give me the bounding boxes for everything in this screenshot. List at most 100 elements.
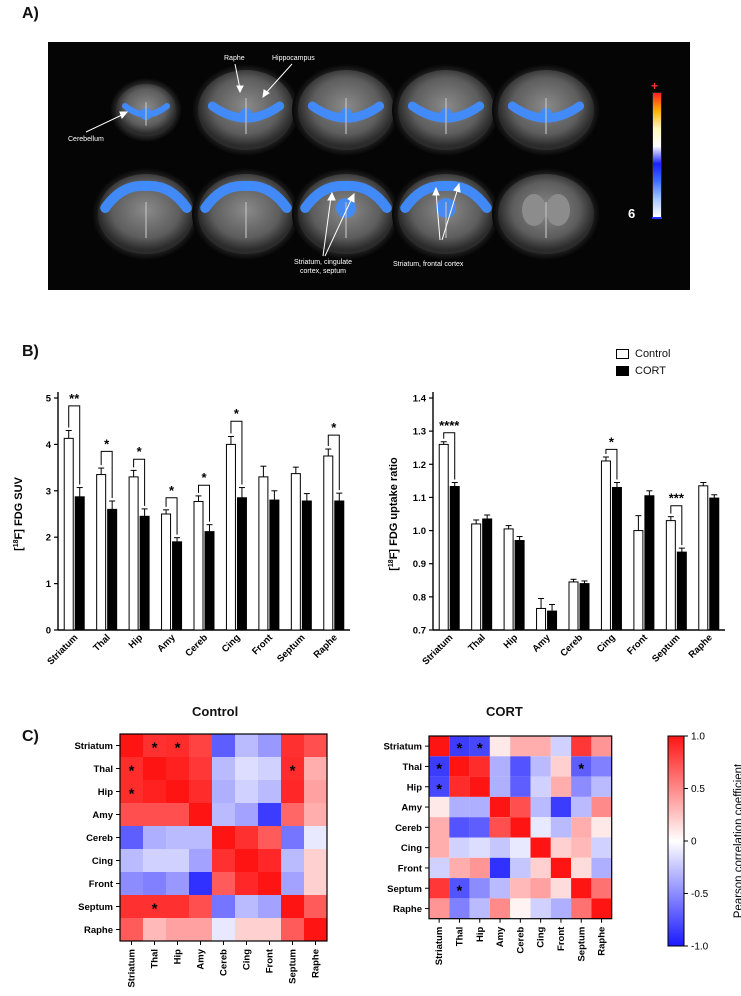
heatmap-cell	[212, 849, 235, 872]
col-label: Front	[556, 926, 567, 951]
y-tick-label: 0.9	[413, 559, 426, 570]
annotation-arrows	[85, 63, 461, 257]
heatmap-cell	[449, 857, 470, 879]
heatmap-cell	[258, 803, 281, 826]
heatmap-cell	[550, 817, 572, 838]
heatmap-cell	[235, 918, 258, 941]
heatmap-cell	[304, 734, 327, 757]
heatmap-cell	[449, 817, 470, 838]
heatmap-cell	[212, 780, 235, 803]
heatmap-cell	[212, 872, 235, 895]
heatmap-cell	[510, 878, 531, 899]
significance-bracket	[605, 448, 618, 480]
colorbar-gradient	[667, 735, 685, 947]
heatmap-cell	[469, 857, 490, 879]
heatmap-cell	[571, 776, 592, 797]
heatmap-cell	[429, 837, 450, 858]
y-tick-label: 1.2	[413, 460, 426, 471]
heatmap-cell	[571, 796, 592, 818]
heatmap-cell	[235, 780, 258, 803]
col-label: Raphe	[597, 927, 608, 956]
bar-cort	[172, 541, 183, 631]
significance-label: *	[169, 483, 175, 498]
col-label: Amy	[495, 926, 506, 947]
heatmap-cell	[429, 898, 450, 919]
bar-control	[161, 513, 172, 631]
bar-cort	[269, 499, 280, 631]
heatmap-cell	[510, 736, 531, 757]
x-tick-label: Cereb	[183, 632, 210, 659]
x-tick-label: Hip	[127, 632, 146, 651]
heatmap-cell	[489, 837, 511, 858]
heatmap-cell	[591, 837, 612, 858]
y-tick-label: 0.8	[413, 592, 426, 603]
row-label: Thal	[93, 764, 113, 775]
heatmap-cell	[591, 878, 612, 899]
col-label: Striatum	[127, 949, 138, 988]
heatmap-cell	[510, 857, 531, 879]
bar-control	[471, 523, 482, 631]
heatmap-cell	[189, 895, 212, 918]
row-label: Cereb	[86, 833, 113, 844]
significance-label: *	[234, 406, 240, 421]
heatmap-cell	[281, 849, 304, 872]
heatmap-cell	[166, 918, 189, 941]
row-label: Striatum	[383, 742, 422, 753]
heatmap-cell	[212, 757, 235, 780]
row-label: Hip	[98, 787, 114, 798]
legend-control-label: Control	[635, 348, 671, 360]
heatmap-control: Striatum Striatum Thal Thal Hip Hip Amy Amy Cere…	[74, 733, 328, 988]
bar-cort	[709, 497, 720, 631]
heatmap-cell	[258, 872, 281, 895]
y-tick-label: 2	[46, 533, 51, 544]
uptake-ratio-bar-chart: 0.7 0.8 0.9 1.0 1.1 1.2 1.3 1.4 [18F] FDG uptake…	[388, 392, 725, 667]
heatmap-cell	[120, 826, 143, 849]
bar-cort	[547, 610, 558, 631]
x-tick-label: Raphe	[687, 632, 715, 660]
heatmap-cell	[449, 878, 470, 899]
annotation-striatum-cingulate-septum: Striatum, cingulate cortex, septum	[294, 259, 352, 275]
heatmap-cell	[166, 826, 189, 849]
heatmap-cell	[304, 918, 327, 941]
heatmap-cell	[235, 849, 258, 872]
bar-cort	[449, 485, 460, 631]
heatmap-cell	[449, 796, 470, 818]
significance-star: *	[457, 882, 463, 899]
heatmap-cell	[429, 756, 450, 777]
significance-bracket	[100, 450, 113, 499]
y-axis-label: [18F] FDG uptake ratio	[388, 457, 400, 571]
row-label: Front	[89, 879, 114, 890]
heatmap-cell	[591, 796, 612, 818]
heatmap-cell	[510, 898, 531, 919]
annotation-striatum-frontal: Striatum, frontal cortex	[393, 261, 464, 268]
heatmap-cell	[489, 756, 511, 777]
significance-star: *	[290, 763, 296, 780]
bar-cort	[107, 508, 118, 631]
heatmap-cell	[571, 756, 592, 777]
heatmap-cell	[510, 817, 531, 838]
heatmap-cell	[120, 918, 143, 941]
brain-slice	[110, 78, 182, 142]
legend-control: Control	[616, 348, 670, 360]
bar-cort	[236, 497, 247, 631]
heatmap-cell	[212, 826, 235, 849]
significance-star: *	[578, 760, 584, 777]
heatmap-cell	[489, 776, 511, 797]
significance-label: *	[137, 444, 143, 459]
heatmap-cell	[166, 895, 189, 918]
heatmap-cell	[449, 837, 470, 858]
col-label: Striatum	[434, 927, 445, 966]
significance-bracket	[230, 420, 243, 485]
heatmap-cell	[469, 898, 490, 919]
col-label: Septum	[576, 927, 587, 962]
heatmap-cell	[235, 895, 258, 918]
colorbar-tick-label: -0.5	[691, 889, 709, 900]
bar-cort	[334, 500, 345, 631]
heatmap-cell	[281, 918, 304, 941]
heatmap-cell	[166, 872, 189, 895]
heatmap-cell	[166, 734, 189, 757]
heatmap-cell	[304, 872, 327, 895]
bar-cort	[579, 583, 590, 631]
heatmap-cort: Striatum Striatum Thal Thal Hip Hip Amy Amy Cere…	[383, 735, 613, 966]
significance-label: *	[609, 434, 615, 449]
